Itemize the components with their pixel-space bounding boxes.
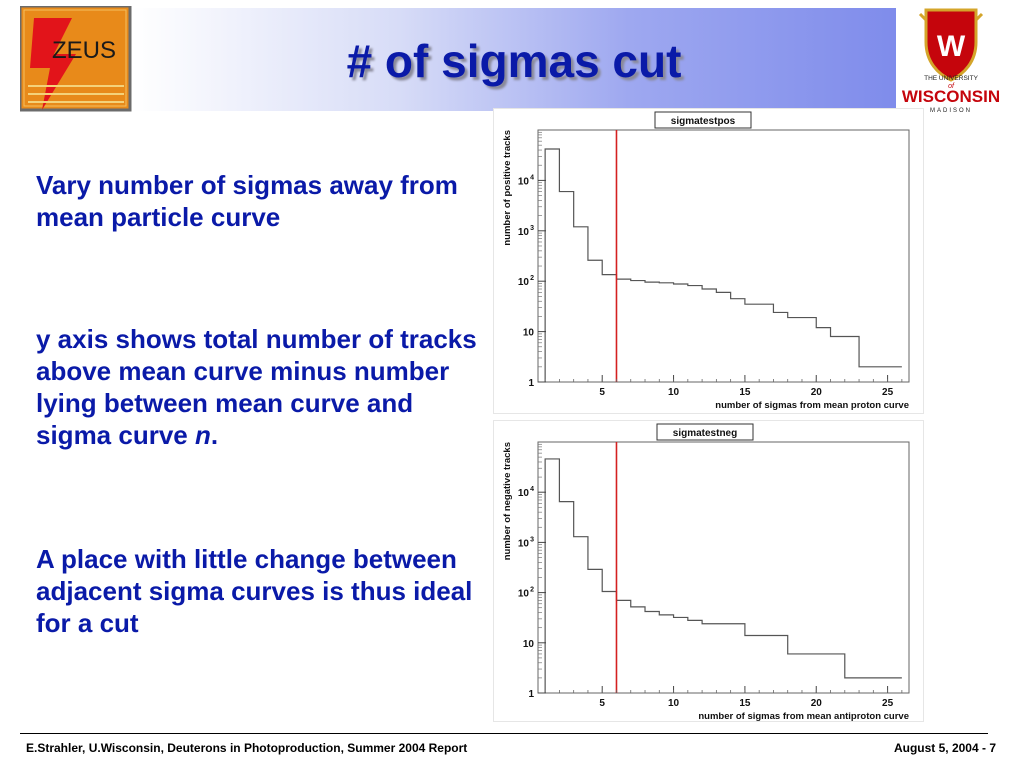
chart1-title: sigmatestneg [673, 428, 737, 439]
bullet-2: y axis shows total number of tracks abov… [36, 323, 491, 451]
chart0-ylabel: number of positive tracks [502, 130, 513, 246]
chart1-xtick-label-15: 15 [739, 698, 751, 709]
bullet-3-text: A place with little change between adjac… [36, 544, 473, 638]
bullet-2-text: y axis shows total number of tracks abov… [36, 324, 477, 450]
chart0-title: sigmatestpos [671, 116, 736, 127]
chart0-ytick-label-10: 10 [523, 328, 535, 339]
footer-right: August 5, 2004 - 7 [893, 741, 996, 755]
uw-logo-icon: W THE UNIVERSITY of WISCONSIN MADISON [902, 8, 1000, 114]
chart1-xtick-label-25: 25 [882, 698, 894, 709]
chart1-ytick-label-1: 1 [528, 689, 534, 700]
uw-line3: WISCONSIN [902, 87, 1000, 106]
chart0-xtick-label-5: 5 [599, 387, 605, 398]
chart1-ytick-label-10: 10 [523, 639, 535, 650]
chart1-xtick-label-20: 20 [811, 698, 823, 709]
chart0-frame [537, 129, 910, 383]
chart0-ytick-label-1000: 10 [518, 227, 530, 238]
chart1-xtick-label-10: 10 [668, 698, 680, 709]
uw-line4: MADISON [930, 108, 972, 114]
bullet-1-text: Vary number of sigmas away from mean par… [36, 170, 458, 232]
chart0-ytick-label-1: 1 [528, 378, 534, 389]
chart0-ytick-exp-100: 2 [530, 275, 534, 282]
chart0-xtick-label-15: 15 [739, 387, 751, 398]
footer-left: E.Strahler, U.Wisconsin, Deuterons in Ph… [26, 741, 468, 755]
chart1-histogram-series [544, 458, 902, 693]
chart1-title-box [656, 423, 754, 441]
bullet-2-tail: . [210, 420, 219, 450]
chart1-xtick-label-5: 5 [599, 698, 605, 709]
bullet-2-emph: n [194, 420, 211, 450]
chart1-ytick-label-100: 10 [518, 589, 530, 600]
chart1-ylabel: number of negative tracks [502, 442, 513, 560]
footer-divider [20, 733, 988, 734]
chart1-ytick-label-10000: 10 [518, 488, 530, 499]
chart1-ytick-label-1000: 10 [518, 538, 530, 549]
title-banner: # of sigmas cut [132, 8, 896, 111]
chart0-xlabel: number of sigmas from mean proton curve [715, 400, 909, 411]
bullet-1: Vary number of sigmas away from mean par… [36, 169, 491, 233]
chart0-ytick-exp-10000: 4 [530, 174, 534, 181]
uw-crest-letter: W [937, 30, 966, 63]
uw-line2: of [948, 83, 955, 90]
chart0-xtick-label-10: 10 [668, 387, 680, 398]
chart1-ytick-exp-100: 2 [530, 587, 534, 594]
zeus-logo-icon: ZEUS [20, 6, 132, 112]
chart0-title-box [654, 111, 752, 129]
chart0-ytick-label-10000: 10 [518, 176, 530, 187]
chart0-ytick-label-100: 10 [518, 277, 530, 288]
chart0-xtick-label-20: 20 [811, 387, 823, 398]
chart0-xtick-label-25: 25 [882, 387, 894, 398]
uw-line1: THE UNIVERSITY [924, 75, 978, 82]
slide-title: # of sigmas cut [346, 35, 682, 87]
chart1-ytick-exp-1000: 3 [530, 536, 534, 543]
chart0-histogram-series [544, 148, 902, 382]
bullet-3: A place with little change between adjac… [36, 543, 491, 639]
zeus-logo-text: ZEUS [52, 37, 116, 64]
chart1-ytick-exp-10000: 4 [530, 486, 534, 493]
chart0-ytick-exp-1000: 3 [530, 225, 534, 232]
chart1-frame [537, 441, 910, 694]
chart1-xlabel: number of sigmas from mean antiproton cu… [698, 711, 909, 722]
